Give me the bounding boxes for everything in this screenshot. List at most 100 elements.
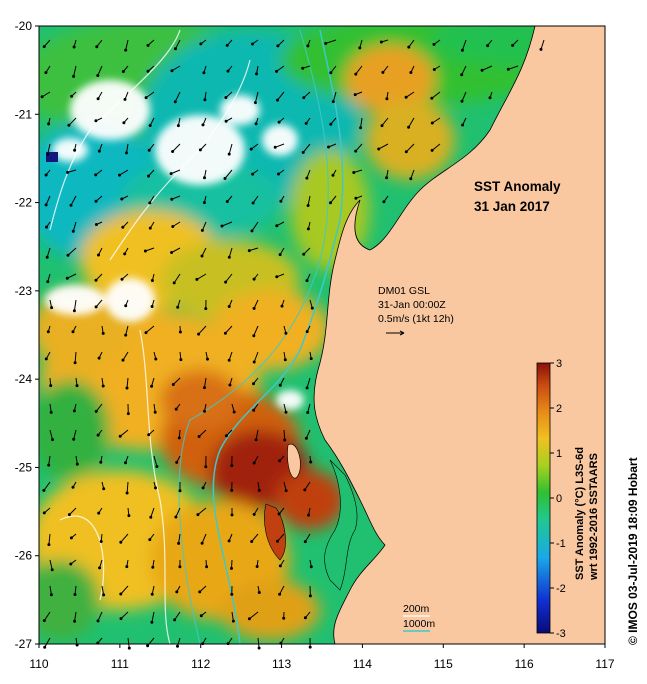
current-vector-head-icon xyxy=(148,124,152,127)
current-vector-icon xyxy=(381,117,389,126)
current-vector-head-icon xyxy=(94,305,98,309)
current-vector-icon xyxy=(101,585,105,595)
current-vector-head-icon xyxy=(70,94,74,98)
colorbar-tick-label: -2 xyxy=(556,583,566,595)
current-vector-head-icon xyxy=(177,436,181,440)
current-vector-head-icon xyxy=(224,96,228,99)
current-vector-head-icon xyxy=(511,43,515,47)
current-vector-head-icon xyxy=(278,564,282,568)
current-vector-head-icon xyxy=(224,280,228,284)
current-vector-head-icon xyxy=(227,255,231,259)
current-vector-head-icon xyxy=(45,255,49,259)
current-vector-head-icon xyxy=(150,384,154,388)
current-vector-head-icon xyxy=(252,461,256,465)
current-vector-head-icon xyxy=(144,96,148,100)
x-tick-label: 115 xyxy=(434,657,453,671)
current-vector-icon xyxy=(277,91,285,101)
current-vector-head-icon xyxy=(277,512,281,516)
current-vector-head-icon xyxy=(146,69,150,73)
current-vector-head-icon xyxy=(42,619,46,623)
current-vector-icon xyxy=(127,637,130,649)
current-vector-icon xyxy=(174,91,181,102)
current-vector-head-icon xyxy=(282,616,286,620)
current-vector-icon xyxy=(97,65,103,76)
colorbar-tick-label: -1 xyxy=(556,538,566,550)
current-vector-head-icon xyxy=(255,565,259,568)
current-vector-head-icon xyxy=(147,174,150,178)
current-vector-icon xyxy=(304,481,311,491)
current-vector-icon xyxy=(175,507,181,518)
current-vector-head-icon xyxy=(118,434,122,438)
current-vector-head-icon xyxy=(95,45,99,49)
current-vector-head-icon xyxy=(170,69,174,73)
current-vector-head-icon xyxy=(197,435,201,438)
current-vector-head-icon xyxy=(44,71,48,75)
current-vector-head-icon xyxy=(101,384,105,388)
current-vector-head-icon xyxy=(44,357,48,361)
current-vector-head-icon xyxy=(73,361,77,365)
current-vector-head-icon xyxy=(170,197,174,201)
current-vector-head-icon xyxy=(488,96,492,100)
current-vector-head-icon xyxy=(307,513,311,517)
current-vector-icon xyxy=(145,91,155,99)
current-vector-head-icon xyxy=(148,538,152,542)
current-vector-head-icon xyxy=(352,171,356,174)
current-vector-icon xyxy=(95,403,103,412)
dirk-hartog-island xyxy=(287,443,301,479)
current-vector-icon xyxy=(174,611,181,621)
current-vector-head-icon xyxy=(250,229,254,233)
current-vector-head-icon xyxy=(460,73,464,77)
current-vector-icon xyxy=(231,611,234,622)
current-vector-head-icon xyxy=(172,281,176,285)
current-vector-icon xyxy=(228,247,233,258)
current-vector-head-icon xyxy=(201,486,205,490)
current-vector-icon xyxy=(251,221,259,232)
current-vector-icon xyxy=(120,611,129,619)
current-vector-head-icon xyxy=(278,253,282,257)
current-vector-head-icon xyxy=(305,330,309,334)
current-vector-head-icon xyxy=(354,72,358,76)
current-vector-head-icon xyxy=(96,619,100,623)
current-vector-head-icon xyxy=(305,279,309,283)
y-tick-label: -27 xyxy=(15,637,33,651)
current-vector-head-icon xyxy=(255,72,258,76)
current-vector-icon xyxy=(126,481,129,494)
current-vector-head-icon xyxy=(196,513,200,517)
current-vector-head-icon xyxy=(480,68,484,72)
current-vector-head-icon xyxy=(121,358,125,362)
current-vector-icon xyxy=(355,65,363,75)
current-vector-icon xyxy=(196,273,207,280)
current-vector-head-icon xyxy=(301,150,305,154)
current-vector-head-icon xyxy=(118,173,121,177)
current-vector-head-icon xyxy=(224,434,228,438)
current-vector-head-icon xyxy=(97,356,101,360)
current-vector-icon xyxy=(253,299,259,309)
current-vector-head-icon xyxy=(404,150,408,154)
x-axis: 110 111 112 113 114 115 116 117 xyxy=(29,644,615,671)
current-vector-icon xyxy=(257,637,260,649)
current-vector-head-icon xyxy=(96,97,100,101)
current-vector-icon xyxy=(306,377,311,389)
current-vector-head-icon xyxy=(97,253,100,257)
current-vector-icon xyxy=(120,585,129,595)
current-vector-icon xyxy=(43,611,51,621)
current-vector-head-icon xyxy=(277,172,280,176)
current-vector-head-icon xyxy=(96,433,100,437)
current-vector-head-icon xyxy=(254,438,258,442)
depth-label-1000m: 1000m xyxy=(403,618,435,630)
current-vector-icon xyxy=(355,143,363,152)
current-vector-head-icon xyxy=(273,145,277,149)
current-vector-head-icon xyxy=(430,148,434,152)
current-vector-head-icon xyxy=(122,121,126,125)
current-vector-head-icon xyxy=(206,357,209,361)
y-tick-label: -20 xyxy=(15,19,33,33)
current-vector-icon xyxy=(228,143,233,155)
current-vector-head-icon xyxy=(276,539,279,543)
current-vector-head-icon xyxy=(94,278,98,282)
current-vector-head-icon xyxy=(227,539,231,543)
current-vector-head-icon xyxy=(252,360,256,364)
colorbar-tick-label: 0 xyxy=(556,493,562,505)
current-vector-head-icon xyxy=(203,386,206,390)
y-tick-label: -24 xyxy=(15,372,33,386)
current-vector-head-icon xyxy=(121,70,125,73)
